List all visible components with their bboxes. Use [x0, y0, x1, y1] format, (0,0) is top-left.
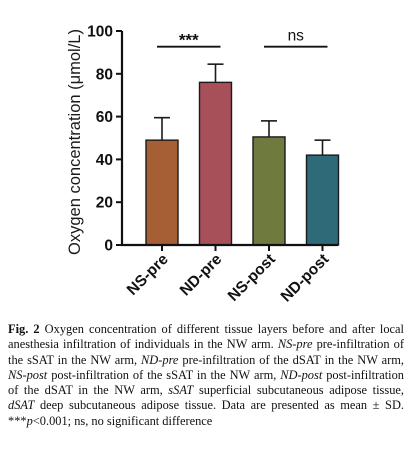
significance-label: ***: [179, 31, 199, 50]
caption-text-run: post-infiltration of the sSAT in the NW …: [47, 367, 281, 382]
caption-text-run: pre-infiltration of the dSAT in the NW a…: [178, 352, 404, 367]
x-tick-label-nd-pre: ND-pre: [177, 251, 226, 300]
bar-nd-post: [305, 154, 340, 246]
caption-text-run: <0.001; ns, no significant difference: [32, 413, 213, 428]
y-tick-label: 80: [96, 66, 113, 83]
caption-italic-term: p: [26, 413, 33, 428]
y-tick-label: 100: [87, 24, 113, 41]
x-tick-label-ns-pre: NS-pre: [124, 251, 172, 299]
caption-italic-term: NS-post: [8, 367, 48, 382]
caption-italic-term: ND-pre: [141, 352, 179, 367]
y-axis-label: Oxygen concentration (μmol/L): [66, 29, 84, 255]
x-tick-label-ns-post: NS-post: [225, 251, 279, 305]
caption-text-run: deep subcutaneous adipose tissue. Data a…: [8, 398, 404, 428]
chart-figure: Oxygen concentration (μmol/L) 0 20 40 60 80 10…: [66, 24, 340, 306]
caption-text-run: Oxygen concentration of different tissue…: [8, 322, 404, 352]
caption-italic-term: sSAT: [168, 383, 194, 398]
caption-text-run: superficial subcutaneous adipose tissue,: [193, 383, 404, 398]
caption-text: Oxygen concentration of different tissue…: [8, 322, 404, 428]
y-tick-label: 60: [96, 109, 113, 126]
bar-ns-post: [252, 136, 286, 246]
bar-nd-pre: [198, 81, 233, 246]
y-tick-label: 20: [96, 195, 113, 212]
figure-caption: Fig. 2 Oxygen concentration of different…: [8, 322, 404, 429]
caption-text-run: post-infiltration of the dSAT in the NW …: [8, 367, 404, 398]
y-tick-label: 0: [104, 238, 113, 255]
x-tick-label-nd-post: ND-post: [278, 251, 333, 306]
bar-ns-pre: [145, 139, 179, 246]
caption-italic-term: NS-pre: [277, 337, 313, 352]
significance-label: ns: [288, 28, 305, 45]
y-tick-label: 40: [96, 152, 113, 169]
caption-italic-term: ND-post: [280, 367, 323, 382]
caption-figure-label: Fig. 2: [8, 322, 40, 336]
caption-text-run: pre-infiltration of the sSAT in the NW a…: [8, 337, 404, 367]
caption-italic-term: dSAT: [8, 398, 35, 413]
bar-chart: Oxygen concentration (μmol/L) 0 20 40 60 80 10…: [66, 24, 340, 306]
